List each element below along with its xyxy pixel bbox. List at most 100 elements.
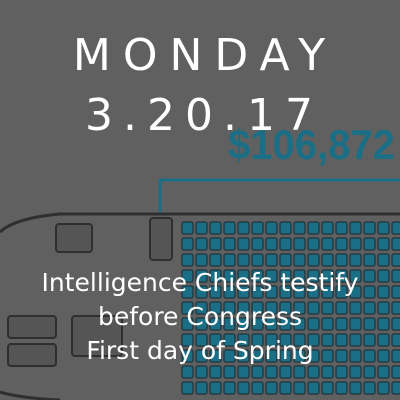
seat-icon (223, 269, 236, 283)
seat-icon (279, 221, 292, 235)
seat-icon (251, 333, 264, 347)
seat-icon (265, 285, 278, 299)
seat-icon (251, 269, 264, 283)
seat-icon (251, 221, 264, 235)
seat-icon (377, 285, 390, 299)
seat-icon (279, 365, 292, 379)
seat-icon (223, 237, 236, 251)
seat-icon (237, 349, 250, 363)
seat-icon (293, 269, 306, 283)
seat-icon (307, 317, 320, 331)
seat-icon (279, 253, 292, 267)
seat-icon (195, 253, 208, 267)
seat-icon (265, 333, 278, 347)
date-title: 3.20.17 (85, 90, 323, 141)
cabin-block (55, 223, 93, 253)
seat-icon (363, 269, 376, 283)
seat-icon (335, 285, 348, 299)
seat-icon (293, 333, 306, 347)
seat-icon (321, 365, 334, 379)
seat-icon (237, 285, 250, 299)
seat-icon (377, 221, 390, 235)
event-line: First day of Spring (86, 336, 314, 365)
seat-icon (209, 333, 222, 347)
seat-icon (181, 237, 194, 251)
seat-icon (181, 253, 194, 267)
seat-icon (251, 349, 264, 363)
seat-icon (237, 301, 250, 315)
seat-icon (265, 365, 278, 379)
seat-icon (279, 317, 292, 331)
event-line: before Congress (97, 302, 303, 331)
bracket-line (158, 178, 400, 212)
seat-icon (377, 253, 390, 267)
seat-icon (377, 269, 390, 283)
seat-icon (265, 301, 278, 315)
seat-icon (237, 317, 250, 331)
seat-icon (377, 365, 390, 379)
seat-icon (209, 381, 222, 395)
seat-icon (223, 381, 236, 395)
seat-icon (181, 381, 194, 395)
seat-icon (349, 317, 362, 331)
seat-icon (195, 333, 208, 347)
seat-icon (181, 269, 194, 283)
seat-icon (377, 349, 390, 363)
seat-icon (181, 301, 194, 315)
seat-icon (293, 317, 306, 331)
seat-icon (195, 269, 208, 283)
seat-icon (181, 333, 194, 347)
seat-icon (349, 349, 362, 363)
seat-icon (251, 365, 264, 379)
seat-icon (391, 365, 400, 379)
seat-icon (209, 365, 222, 379)
seat-icon (195, 365, 208, 379)
seat-icon (293, 237, 306, 251)
seat-icon (237, 237, 250, 251)
seat-icon (377, 237, 390, 251)
seat-icon (237, 365, 250, 379)
cabin-block (71, 315, 123, 357)
seat-icon (237, 333, 250, 347)
seat-icon (377, 301, 390, 315)
seat-icon (349, 365, 362, 379)
seat-icon (321, 237, 334, 251)
seat-icon (391, 237, 400, 251)
seat-icon (391, 253, 400, 267)
seat-icon (293, 301, 306, 315)
seat-icon (209, 253, 222, 267)
seat-icon (335, 381, 348, 395)
seat-icon (307, 301, 320, 315)
cabin-block (7, 315, 57, 339)
seat-icon (293, 381, 306, 395)
seat-icon (223, 285, 236, 299)
seat-icon (391, 301, 400, 315)
seat-icon (363, 301, 376, 315)
seat-icon (335, 253, 348, 267)
seat-icon (265, 237, 278, 251)
seat-icon (265, 253, 278, 267)
seat-icon (293, 253, 306, 267)
seat-icon (363, 333, 376, 347)
seat-icon (237, 269, 250, 283)
seat-icon (195, 349, 208, 363)
seat-icon (307, 269, 320, 283)
seat-icon (223, 317, 236, 331)
seat-icon (307, 285, 320, 299)
seat-icon (349, 301, 362, 315)
seat-icon (391, 285, 400, 299)
seat-icon (209, 285, 222, 299)
seat-icon (237, 253, 250, 267)
seat-icon (349, 269, 362, 283)
seat-icon (349, 285, 362, 299)
seat-icon (363, 253, 376, 267)
seat-icon (209, 237, 222, 251)
seat-icon (363, 237, 376, 251)
seat-icon (363, 285, 376, 299)
seat-icon (195, 221, 208, 235)
seat-icon (209, 301, 222, 315)
seat-icon (321, 381, 334, 395)
seat-icon (335, 365, 348, 379)
seat-icon (321, 317, 334, 331)
seat-icon (209, 317, 222, 331)
